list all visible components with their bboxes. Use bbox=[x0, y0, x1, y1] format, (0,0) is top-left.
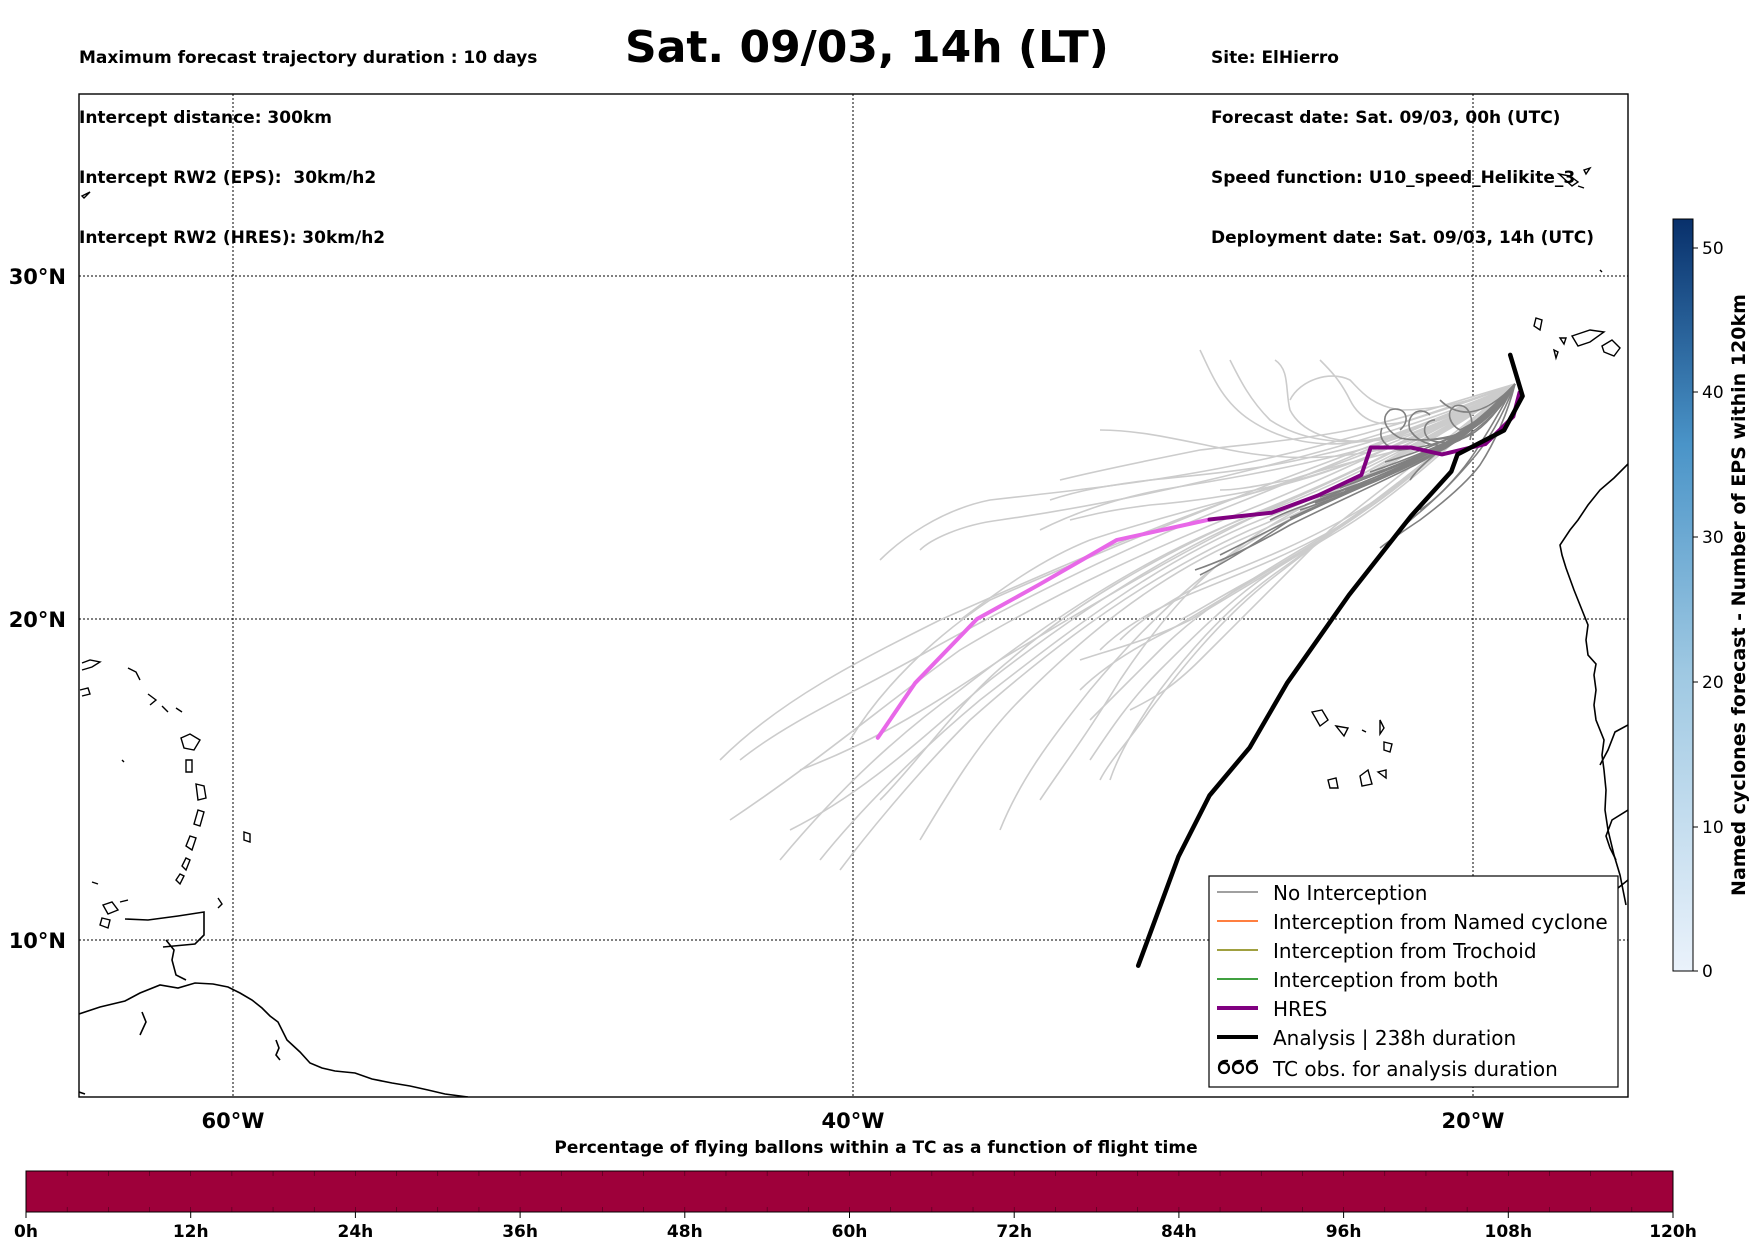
svg-text:HRES: HRES bbox=[1273, 997, 1327, 1021]
svg-text:Interception from Named cyclon: Interception from Named cyclone bbox=[1273, 910, 1608, 934]
param-intercept-distance: Intercept distance: 300km bbox=[79, 108, 332, 128]
tc-time-bar-fill bbox=[25, 1170, 1674, 1213]
svg-text:Analysis | 238h duration: Analysis | 238h duration bbox=[1273, 1026, 1516, 1050]
legend-hres: HRES bbox=[1217, 997, 1327, 1021]
legend-trochoid: Interception from Trochoid bbox=[1217, 939, 1537, 963]
lat-label-30n: 30°N bbox=[9, 265, 66, 289]
deployment-date: Deployment date: Sat. 09/03, 14h (UTC) bbox=[1211, 228, 1595, 248]
legend-analysis: Analysis | 238h duration bbox=[1217, 1026, 1516, 1050]
time-tick-label: 48h bbox=[667, 1222, 703, 1241]
forecast-parameters: Maximum forecast trajectory duration : 1… bbox=[79, 8, 537, 268]
speed-function: Speed function: U10_speed_Helikite_3 bbox=[1211, 168, 1576, 188]
lon-label-60w: 60°W bbox=[202, 1109, 265, 1133]
colorbar-tick-40: 40 bbox=[1702, 383, 1724, 403]
lon-label-40w: 40°W bbox=[822, 1109, 885, 1133]
svg-text:No Interception: No Interception bbox=[1273, 881, 1427, 905]
cyclone-symbol-icon bbox=[1217, 1059, 1259, 1075]
param-intercept-eps: Intercept RW2 (EPS): 30km/h2 bbox=[79, 168, 377, 188]
param-duration: Maximum forecast trajectory duration : 1… bbox=[79, 48, 538, 68]
canary-cape-verde-islands bbox=[1310, 166, 1621, 789]
time-tick-label: 12h bbox=[173, 1222, 209, 1241]
eps-trajectories bbox=[719, 349, 1516, 871]
time-bar-title: Percentage of flying ballons within a TC… bbox=[554, 1138, 1198, 1158]
caribbean-islands bbox=[79, 191, 251, 929]
legend-tc-obs: TC obs. for analysis duration bbox=[1217, 1057, 1558, 1081]
coastline-africa bbox=[1559, 463, 1628, 906]
tc-time-bar: 0h 12h 24h 36h 48h 60h 72h 84h 96h 108h 120h bbox=[14, 1170, 1697, 1241]
map-gridlines bbox=[79, 94, 1628, 1097]
lat-label-20n: 20°N bbox=[9, 608, 66, 632]
time-tick-label: 0h bbox=[14, 1222, 38, 1241]
time-tick-label: 84h bbox=[1161, 1222, 1197, 1241]
site-name: Site: ElHierro bbox=[1211, 48, 1339, 68]
time-tick-label: 120h bbox=[1649, 1222, 1697, 1241]
coastline-south-america bbox=[79, 911, 469, 1097]
eps-count-colorbar: 0 10 20 30 40 50 Named cyclones forecast… bbox=[1672, 218, 1750, 982]
svg-text:TC obs. for analysis duration: TC obs. for analysis duration bbox=[1272, 1057, 1558, 1081]
legend-both: Interception from both bbox=[1217, 968, 1499, 992]
lat-label-10n: 10°N bbox=[9, 929, 66, 953]
colorbar-label: Named cyclones forecast - Number of EPS … bbox=[1728, 294, 1750, 896]
time-tick-label: 60h bbox=[832, 1222, 868, 1241]
legend-no-interception: No Interception bbox=[1217, 881, 1427, 905]
colorbar-tick-50: 50 bbox=[1702, 239, 1724, 259]
svg-text:Interception from Trochoid: Interception from Trochoid bbox=[1273, 939, 1537, 963]
colorbar-tick-20: 20 bbox=[1702, 673, 1724, 693]
colorbar-tick-10: 10 bbox=[1702, 818, 1724, 838]
map-frame bbox=[78, 93, 1629, 1098]
time-tick-label: 36h bbox=[502, 1222, 538, 1241]
colorbar-tick-30: 30 bbox=[1702, 528, 1724, 548]
time-tick-label: 108h bbox=[1485, 1222, 1533, 1241]
map-legend: No Interception Interception from Named … bbox=[1208, 875, 1619, 1088]
colorbar-tick-0: 0 bbox=[1702, 962, 1713, 982]
time-tick-label: 24h bbox=[338, 1222, 374, 1241]
svg-text:Interception from both: Interception from both bbox=[1273, 968, 1499, 992]
lon-label-20w: 20°W bbox=[1442, 1109, 1505, 1133]
analysis-track bbox=[1135, 352, 1525, 968]
param-intercept-hres: Intercept RW2 (HRES): 30km/h2 bbox=[79, 228, 386, 248]
time-tick-label: 72h bbox=[996, 1222, 1032, 1241]
page-title: Sat. 09/03, 14h (LT) bbox=[625, 22, 1109, 73]
forecast-site-info: Site: ElHierro Forecast date: Sat. 09/03… bbox=[1211, 8, 1594, 268]
time-tick-label: 96h bbox=[1326, 1222, 1362, 1241]
legend-named-cyclone: Interception from Named cyclone bbox=[1217, 910, 1608, 934]
forecast-date: Forecast date: Sat. 09/03, 00h (UTC) bbox=[1211, 108, 1561, 128]
